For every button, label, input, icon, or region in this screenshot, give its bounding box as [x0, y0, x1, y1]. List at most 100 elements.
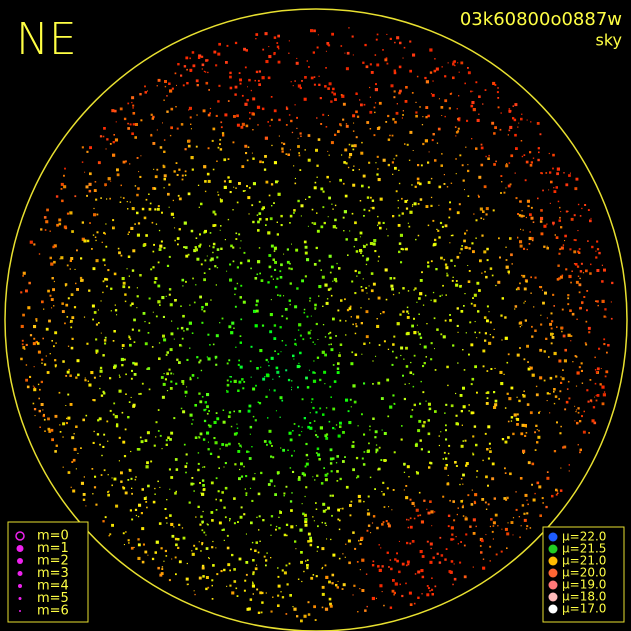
star [400, 354, 402, 357]
star [299, 132, 302, 135]
star [173, 338, 175, 340]
star [488, 442, 491, 445]
star [516, 353, 520, 357]
star [545, 337, 548, 340]
star [462, 483, 464, 485]
star [407, 290, 410, 292]
star [555, 375, 558, 378]
star [132, 403, 136, 407]
star [281, 150, 284, 153]
star [166, 522, 168, 524]
star [409, 371, 413, 374]
star [168, 255, 171, 258]
star [279, 510, 281, 512]
star [22, 346, 26, 349]
star [417, 181, 420, 184]
star [585, 320, 588, 323]
star [91, 468, 94, 470]
star [100, 197, 102, 199]
star [139, 436, 142, 439]
star [330, 294, 333, 297]
star [445, 266, 449, 270]
star [97, 161, 101, 165]
star [181, 527, 184, 529]
star [432, 219, 435, 222]
star [307, 225, 309, 227]
star [74, 195, 77, 198]
star [415, 508, 419, 512]
star [328, 343, 330, 346]
star [136, 295, 139, 298]
star [557, 200, 560, 203]
star [189, 116, 192, 119]
star [247, 409, 251, 413]
star [592, 406, 596, 409]
star [226, 389, 228, 391]
star [147, 90, 148, 92]
star [450, 259, 453, 262]
star [234, 41, 238, 45]
star [471, 489, 473, 491]
star [500, 175, 503, 177]
star [305, 376, 308, 380]
star [200, 550, 202, 552]
star [457, 127, 460, 130]
star [361, 589, 365, 592]
star [314, 430, 316, 432]
star [339, 178, 342, 182]
star [567, 210, 569, 212]
star [370, 289, 374, 293]
star [174, 239, 176, 242]
star [322, 190, 325, 193]
star [199, 359, 202, 362]
star [153, 168, 155, 170]
star [361, 457, 364, 460]
star [440, 164, 443, 167]
star [37, 383, 40, 386]
star [71, 461, 74, 463]
star [291, 131, 294, 134]
star [352, 468, 355, 472]
star [352, 183, 356, 187]
star [355, 136, 358, 139]
star [411, 92, 414, 94]
star [393, 69, 396, 72]
star [165, 295, 167, 297]
star [347, 539, 351, 543]
star [187, 583, 189, 585]
star [472, 108, 476, 112]
star [330, 396, 332, 398]
star [365, 65, 369, 69]
star [107, 474, 109, 476]
star [168, 293, 171, 296]
star [357, 425, 359, 427]
star [127, 416, 130, 419]
star [240, 475, 244, 478]
star [247, 86, 248, 88]
star [177, 538, 180, 541]
star [199, 482, 201, 484]
star [321, 585, 325, 589]
star [339, 352, 341, 354]
star [307, 540, 310, 543]
star [325, 575, 329, 579]
star [238, 477, 241, 481]
star [278, 118, 281, 122]
star [526, 119, 528, 121]
star [103, 392, 106, 395]
star [345, 123, 348, 125]
star [200, 263, 203, 266]
star [466, 247, 469, 249]
star [555, 493, 558, 496]
star [215, 358, 217, 360]
star [201, 564, 205, 568]
star [232, 141, 235, 144]
star [447, 452, 450, 455]
star [304, 245, 308, 249]
star [516, 413, 519, 416]
star [157, 205, 160, 208]
star [35, 320, 38, 322]
star [359, 588, 361, 590]
star [394, 558, 397, 561]
star [181, 337, 184, 340]
